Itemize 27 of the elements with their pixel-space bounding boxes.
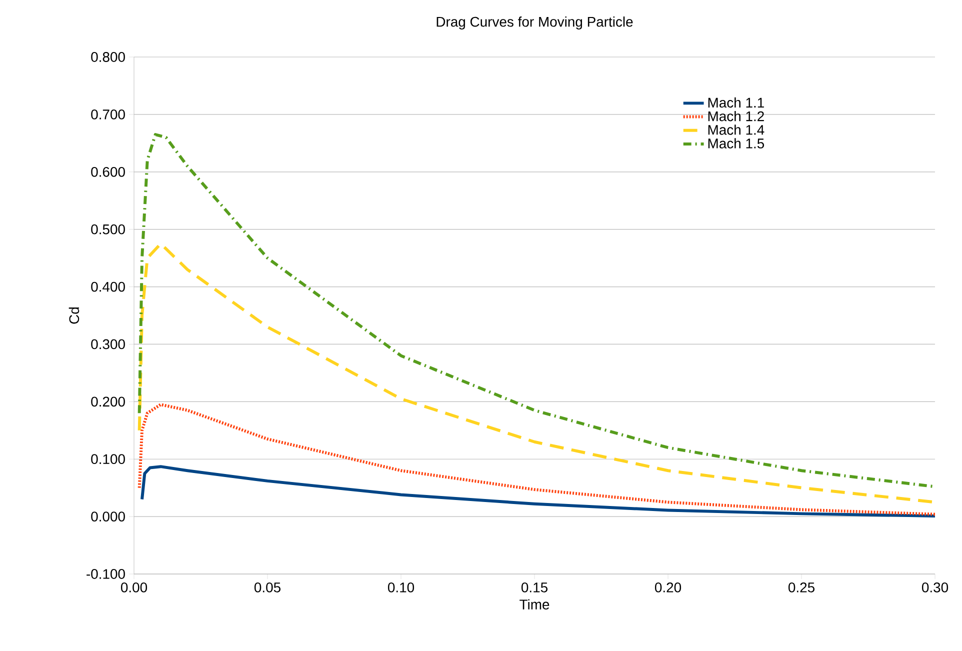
y-tick-label: 0.700 [91,110,125,120]
x-axis-title: Time [520,599,550,610]
y-tick-label: 0.100 [91,454,125,464]
y-tick-label: 0.600 [91,166,125,177]
legend-label: Mach 1.1 [708,97,764,108]
x-tick-label: 0.20 [654,582,682,592]
chart-title: Drag Curves for Moving Particle [436,16,633,30]
line-series [138,403,936,516]
x-tick-label: 0.00 [120,582,148,592]
x-tick-label: 0.15 [521,582,548,592]
legend-label: Mach 1.4 [708,124,764,135]
y-tick-label: 0.800 [91,52,125,62]
x-tick-label: 0.25 [788,582,814,592]
y-tick-label: 0.300 [91,339,125,350]
line-series [138,133,936,488]
y-tick-label: -0.100 [86,569,125,579]
y-tick-label: 0.400 [91,282,125,292]
legend-label: Mach 1.5 [708,138,764,148]
legend-label: Mach 1.2 [708,110,764,122]
x-tick-label: 0.05 [254,582,280,592]
y-tick-label: 0.500 [91,224,125,234]
y-axis-title: Cd [68,307,80,324]
y-tick-label: 0.200 [91,396,125,407]
x-tick-label: 0.30 [922,582,948,592]
y-tick-label: 0.000 [91,512,125,522]
x-tick-label: 0.10 [388,582,414,592]
line-series [140,465,936,518]
